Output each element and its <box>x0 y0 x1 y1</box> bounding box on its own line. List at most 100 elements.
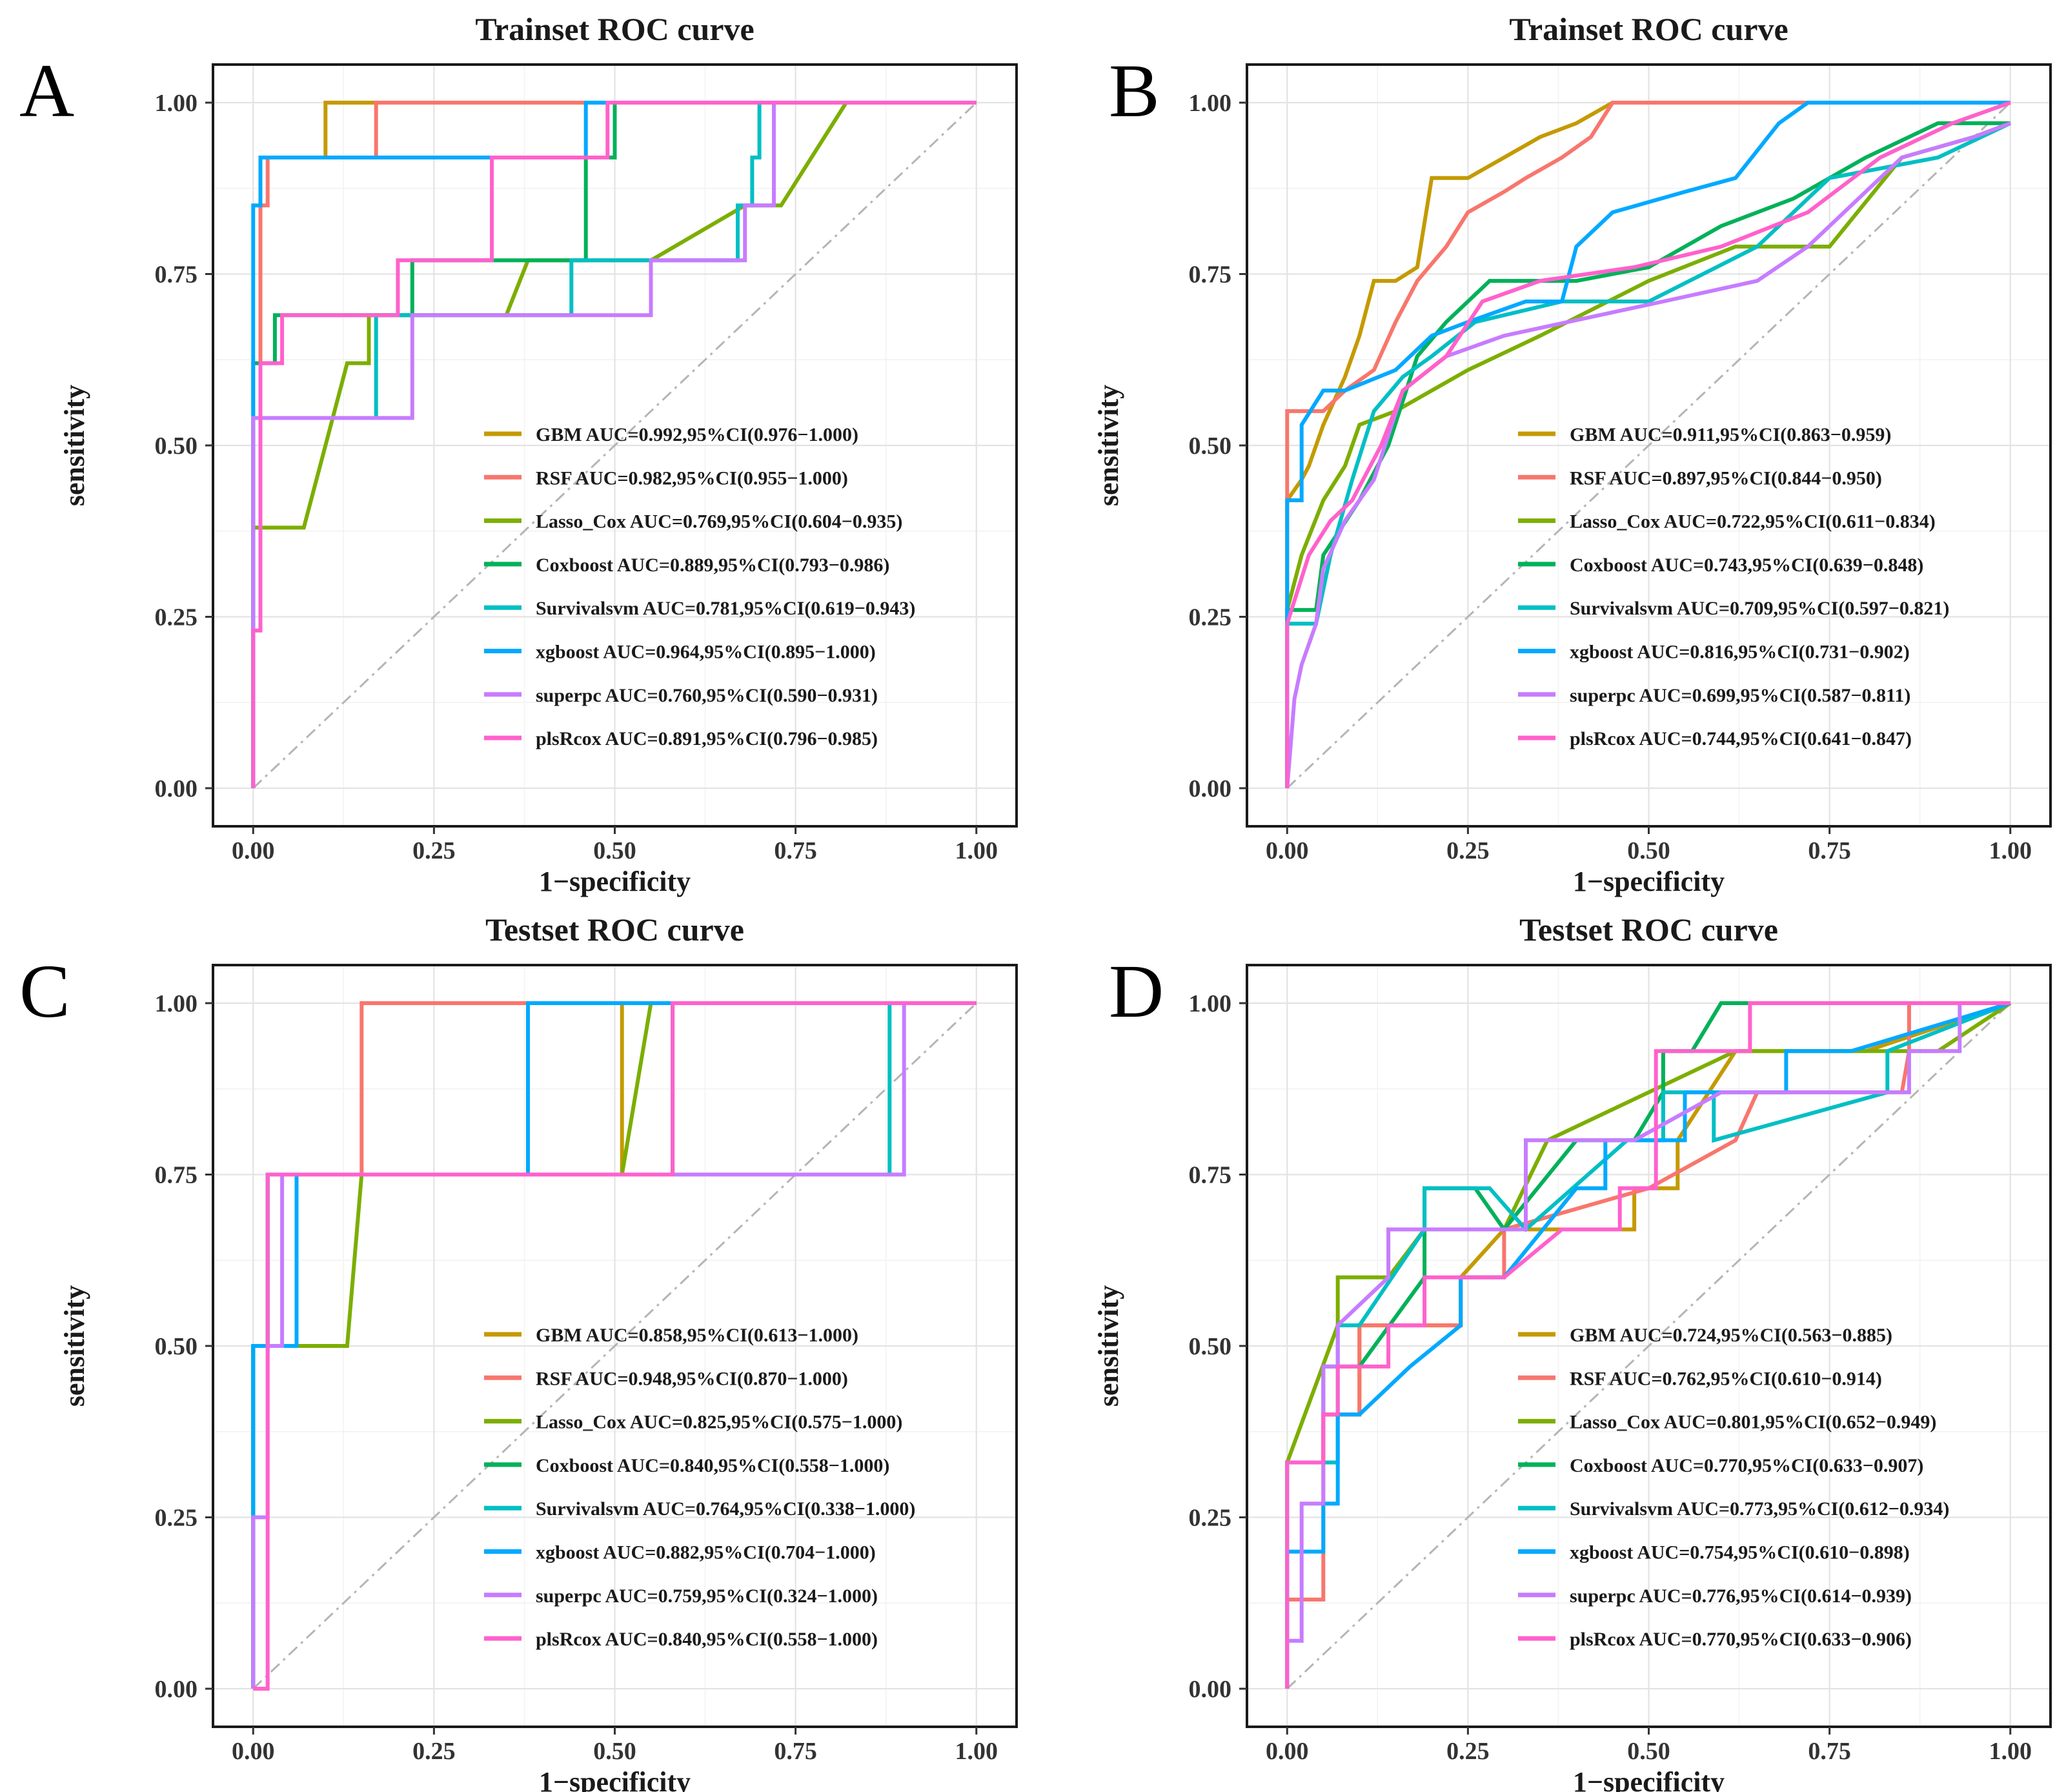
legend-label: RSF AUC=0.982,95%CI(0.955−1.000) <box>536 467 848 489</box>
x-tick-label: 0.00 <box>1266 1738 1309 1765</box>
legend-item: plsRcox AUC=0.891,95%CI(0.796−0.985) <box>484 728 878 749</box>
legend-label: Lasso_Cox AUC=0.769,95%CI(0.604−0.935) <box>536 511 902 533</box>
axis-ticks: 0.00 0.25 0.50 0.75 1.00 0.00 0.25 0.50 0.75 1.00 <box>155 90 998 864</box>
legend: GBM AUC=0.992,95%CI(0.976−1.000) RSF AUC=… <box>484 424 915 749</box>
panel-letter: D <box>1109 949 1164 1033</box>
legend-label: Lasso_Cox AUC=0.825,95%CI(0.575−1.000) <box>536 1412 902 1433</box>
legend-label: plsRcox AUC=0.770,95%CI(0.633−0.906) <box>1570 1629 1912 1650</box>
legend-label: Lasso_Cox AUC=0.801,95%CI(0.652−0.949) <box>1570 1412 1936 1433</box>
legend-label: superpc AUC=0.760,95%CI(0.590−0.931) <box>536 685 878 706</box>
roc-curve-plsrcox <box>1285 101 2011 788</box>
x-tick-label: 0.50 <box>593 837 636 864</box>
legend-label: RSF AUC=0.948,95%CI(0.870−1.000) <box>536 1368 848 1389</box>
legend-item: superpc AUC=0.759,95%CI(0.324−1.000) <box>484 1585 878 1607</box>
y-tick-label: 0.50 <box>1189 1333 1232 1360</box>
legend-item: Coxboost AUC=0.840,95%CI(0.558−1.000) <box>484 1455 889 1476</box>
chart-title: Testset ROC curve <box>485 911 744 948</box>
y-tick-label: 1.00 <box>155 90 198 117</box>
legend: GBM AUC=0.724,95%CI(0.563−0.885) RSF AUC=… <box>1518 1325 1949 1650</box>
y-tick-label: 0.25 <box>155 1505 198 1532</box>
y-tick-label: 1.00 <box>1189 990 1232 1017</box>
legend-item: xgboost AUC=0.816,95%CI(0.731−0.902) <box>1518 642 1910 663</box>
x-tick-label: 0.75 <box>774 837 817 864</box>
x-tick-label: 1.00 <box>1989 837 2032 864</box>
legend-item: Lasso_Cox AUC=0.825,95%CI(0.575−1.000) <box>484 1412 902 1433</box>
y-tick-label: 0.00 <box>1189 1676 1232 1703</box>
legend-label: superpc AUC=0.699,95%CI(0.587−0.811) <box>1570 685 1910 706</box>
x-tick-label: 1.00 <box>955 837 998 864</box>
legend-label: Survivalsvm AUC=0.764,95%CI(0.338−1.000) <box>536 1498 915 1520</box>
x-tick-label: 0.50 <box>1627 837 1670 864</box>
y-tick-label: 0.50 <box>155 1333 198 1360</box>
y-axis-label: sensitivity <box>59 385 90 506</box>
legend-label: GBM AUC=0.992,95%CI(0.976−1.000) <box>536 424 858 445</box>
legend-label: xgboost AUC=0.754,95%CI(0.610−0.898) <box>1570 1542 1910 1563</box>
legend-label: Coxboost AUC=0.840,95%CI(0.558−1.000) <box>536 1455 889 1476</box>
legend-label: Survivalsvm AUC=0.709,95%CI(0.597−0.821) <box>1570 598 1949 619</box>
legend-item: Lasso_Cox AUC=0.722,95%CI(0.611−0.834) <box>1518 511 1936 533</box>
x-tick-label: 0.00 <box>1266 837 1309 864</box>
legend-label: RSF AUC=0.897,95%CI(0.844−0.950) <box>1570 467 1882 489</box>
y-tick-label: 0.25 <box>155 604 198 631</box>
roc-curve-superpc <box>1285 1001 2010 1689</box>
reference-diagonal <box>1286 101 2011 789</box>
legend-item: xgboost AUC=0.964,95%CI(0.895−1.000) <box>484 642 876 663</box>
legend-label: superpc AUC=0.759,95%CI(0.324−1.000) <box>536 1585 878 1607</box>
x-tick-label: 1.00 <box>955 1738 998 1765</box>
y-tick-label: 0.00 <box>155 1676 198 1703</box>
y-tick-label: 1.00 <box>155 990 198 1017</box>
legend-item: RSF AUC=0.948,95%CI(0.870−1.000) <box>484 1368 848 1389</box>
legend-item: Lasso_Cox AUC=0.801,95%CI(0.652−0.949) <box>1518 1412 1936 1433</box>
legend-label: GBM AUC=0.724,95%CI(0.563−0.885) <box>1570 1325 1892 1346</box>
reference-diagonal <box>252 101 977 789</box>
legend-item: superpc AUC=0.699,95%CI(0.587−0.811) <box>1518 685 1910 706</box>
y-tick-label: 0.75 <box>155 261 198 289</box>
y-tick-label: 0.25 <box>1189 604 1232 631</box>
y-tick-label: 0.75 <box>1189 261 1232 289</box>
roc-curve-rsf <box>1285 101 2010 788</box>
x-tick-label: 0.00 <box>232 1738 275 1765</box>
legend-label: Coxboost AUC=0.770,95%CI(0.633−0.907) <box>1570 1455 1923 1476</box>
legend-label: RSF AUC=0.762,95%CI(0.610−0.914) <box>1570 1368 1882 1389</box>
reference-diagonal <box>1286 1002 2011 1690</box>
x-tick-label: 0.75 <box>774 1738 817 1765</box>
roc-curves <box>1285 101 2012 789</box>
y-tick-label: 0.50 <box>155 433 198 460</box>
axis-ticks: 0.00 0.25 0.50 0.75 1.00 0.00 0.25 0.50 0.75 1.00 <box>155 990 998 1765</box>
legend-item: plsRcox AUC=0.744,95%CI(0.641−0.847) <box>1518 728 1912 749</box>
legend-item: RSF AUC=0.897,95%CI(0.844−0.950) <box>1518 467 1882 489</box>
legend-item: GBM AUC=0.858,95%CI(0.613−1.000) <box>484 1325 858 1346</box>
legend-item: GBM AUC=0.724,95%CI(0.563−0.885) <box>1518 1325 1892 1346</box>
legend-item: Coxboost AUC=0.770,95%CI(0.633−0.907) <box>1518 1455 1923 1476</box>
panel-letter: B <box>1109 48 1160 133</box>
y-axis-label: sensitivity <box>59 1285 90 1407</box>
y-tick-label: 1.00 <box>1189 90 1232 117</box>
legend-item: Coxboost AUC=0.743,95%CI(0.639−0.848) <box>1518 555 1923 576</box>
legend-item: RSF AUC=0.982,95%CI(0.955−1.000) <box>484 467 848 489</box>
axis-ticks: 0.00 0.25 0.50 0.75 1.00 0.00 0.25 0.50 0.75 1.00 <box>1189 990 2032 1765</box>
legend-label: xgboost AUC=0.882,95%CI(0.704−1.000) <box>536 1542 876 1563</box>
legend-label: GBM AUC=0.858,95%CI(0.613−1.000) <box>536 1325 858 1346</box>
roc-curves <box>251 101 977 788</box>
x-tick-label: 0.75 <box>1808 1738 1851 1765</box>
roc-curves <box>1285 1001 2012 1689</box>
legend-label: Survivalsvm AUC=0.773,95%CI(0.612−0.934) <box>1570 1498 1949 1520</box>
legend-label: plsRcox AUC=0.891,95%CI(0.796−0.985) <box>536 728 878 749</box>
x-axis-label: 1−specificity <box>539 1766 691 1792</box>
legend-label: plsRcox AUC=0.744,95%CI(0.641−0.847) <box>1570 728 1912 749</box>
y-tick-label: 0.75 <box>1189 1162 1232 1189</box>
y-tick-label: 0.25 <box>1189 1505 1232 1532</box>
legend-item: GBM AUC=0.992,95%CI(0.976−1.000) <box>484 424 858 445</box>
roc-curve-lasso_cox <box>1285 121 2011 611</box>
x-tick-label: 0.25 <box>412 1738 456 1765</box>
axis-ticks: 0.00 0.25 0.50 0.75 1.00 0.00 0.25 0.50 0.75 1.00 <box>1189 90 2032 864</box>
legend-item: plsRcox AUC=0.840,95%CI(0.558−1.000) <box>484 1629 878 1650</box>
legend-item: xgboost AUC=0.882,95%CI(0.704−1.000) <box>484 1542 876 1563</box>
legend-label: Coxboost AUC=0.889,95%CI(0.793−0.986) <box>536 555 889 576</box>
legend-item: superpc AUC=0.760,95%CI(0.590−0.931) <box>484 685 878 706</box>
legend-item: Survivalsvm AUC=0.773,95%CI(0.612−0.934) <box>1518 1498 1949 1520</box>
